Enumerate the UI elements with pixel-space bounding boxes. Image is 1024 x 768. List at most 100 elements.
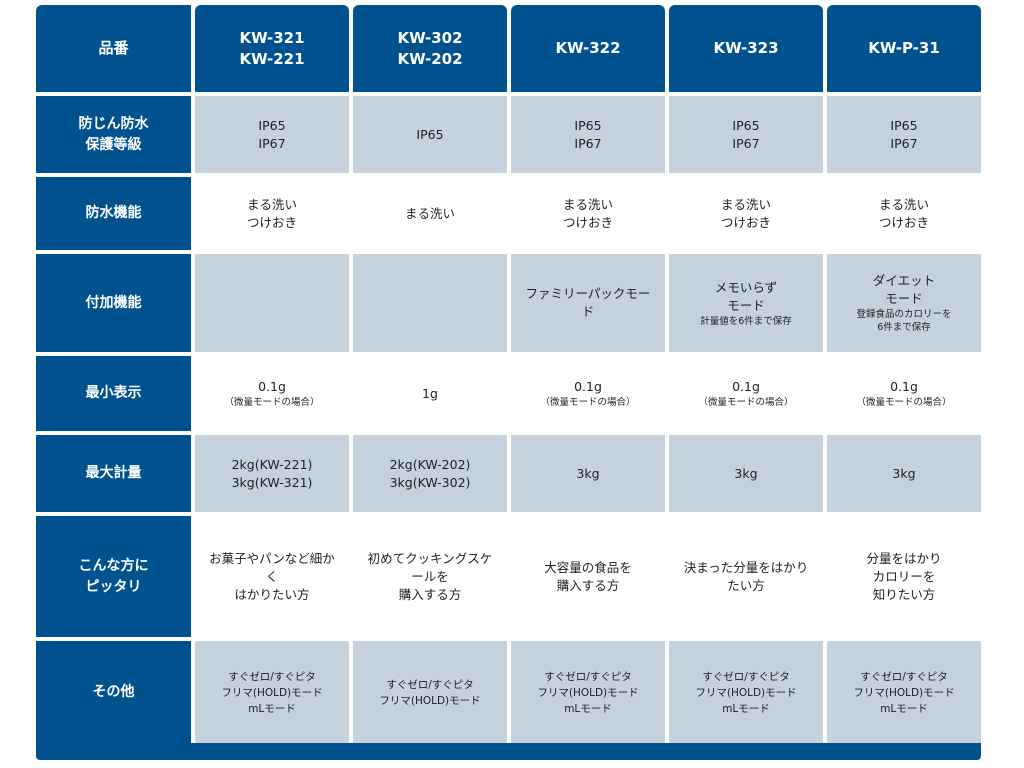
header-model: KW-321 KW-221 [195,5,349,92]
cell-text: mLモード [880,702,928,715]
cell-text: 3kg [892,465,916,481]
cell-text: KW-322 [555,39,621,57]
cell-text: メモいらず [714,279,778,295]
cell-text: 購入する方 [398,586,462,602]
table-cell: お菓子やパンなど細かくはかりたい方 [195,516,349,637]
header-model: KW-323 [669,5,823,92]
cell-text: 3kg(KW-302) [389,474,471,490]
cell-text: 0.1g [890,379,918,394]
cell-text: （微量モードの場合） [224,397,320,408]
table-cell: ダイエット モード 登録食品のカロリーを 6件まで保存 [827,254,981,352]
table-cell: 3kg [511,435,665,512]
table-cell: IP65 IP67 [827,96,981,173]
cell-text: 分量をはかり [866,550,942,566]
table-cell: すぐゼロ/すぐピタ フリマ(HOLD)モード mLモード [669,641,823,744]
table-cell: まる洗い つけおき [511,177,665,250]
cell-text: 2kg(KW-221) [231,456,313,472]
cell-text: 付加機能 [85,294,142,311]
header-model: KW-322 [511,5,665,92]
cell-text: まる洗い [878,196,929,212]
table-cell: まる洗い [353,177,507,250]
table-cell: まる洗い つけおき [827,177,981,250]
cell-text: すぐゼロ/すぐピタ [702,670,790,683]
table-cell: まる洗い つけおき [195,177,349,250]
cell-text: IP65 [416,126,444,142]
cell-text: つけおき [246,214,297,230]
comparison-table: 品番 KW-321 KW-221 KW-302 KW-202 KW-322 KW-323 KW… [36,5,981,744]
cell-text: フリマ(HOLD)モード [537,686,639,699]
header-model: KW-P-31 [827,5,981,92]
cell-text: IP65 [574,117,602,133]
cell-text: 0.1g [732,379,760,394]
table-cell: 0.1g （微量モードの場合） [195,356,349,431]
cell-text: 大容量の食品を [544,559,632,575]
table-cell: 0.1g （微量モードの場合） [669,356,823,431]
row-label: 防じん防水 保護等級 [36,96,191,173]
cell-text: 登録食品のカロリーを [856,309,952,320]
table-cell: 2kg(KW-221) 3kg(KW-321) [195,435,349,512]
table-cell: 2kg(KW-202) 3kg(KW-302) [353,435,507,512]
cell-text: 3kg(KW-321) [231,474,313,490]
table-cell: 3kg [827,435,981,512]
table-cell: すぐゼロ/すぐピタ フリマ(HOLD)モード mLモード [195,641,349,744]
table-cell: IP65 IP67 [511,96,665,173]
table-footer-bar [36,743,981,760]
cell-text: たい方 [727,577,765,593]
cell-text: IP67 [732,135,760,151]
table-cell: 決まった分量をはかり たい方 [669,516,823,637]
cell-text: こんな方に [78,557,149,574]
cell-text: 0.1g [574,379,602,394]
cell-text: 初めてクッキングスケ [367,550,493,566]
cell-text: すぐゼロ/すぐピタ [860,670,948,683]
header-model: KW-302 KW-202 [353,5,507,92]
cell-text: 知りたい方 [872,586,936,602]
row-label: 防水機能 [36,177,191,250]
cell-text: （微量モードの場合） [540,397,636,408]
cell-text: 品番 [98,39,129,57]
table-cell: すぐゼロ/すぐピタ フリマ(HOLD)モード mLモード [511,641,665,744]
cell-text: 3kg [576,465,600,481]
cell-text: まる洗い [404,205,455,221]
cell-text: 6件まで保存 [877,322,931,333]
cell-text: まる洗い [720,196,771,212]
table-cell: すぐゼロ/すぐピタ フリマ(HOLD)モード [353,641,507,744]
cell-text: IP67 [574,135,602,151]
table-cell: 0.1g （微量モードの場合） [511,356,665,431]
cell-text: KW-202 [397,49,463,68]
cell-text: その他 [92,684,135,700]
table-cell: 1g [353,356,507,431]
table-cell: 大容量の食品を 購入する方 [511,516,665,637]
table-cell: 初めてクッキングスケ ールを購入する方 [353,516,507,637]
cell-text: 3kg [734,465,758,481]
cell-text: IP67 [258,135,286,151]
table-cell [353,254,507,352]
cell-text: （微量モードの場合） [698,397,794,408]
table-cell: 分量をはかり カロリーを 知りたい方 [827,516,981,637]
cell-text: KW-302 [397,28,463,47]
cell-text: フリマ(HOLD)モード [695,686,797,699]
cell-text: ピッタリ [85,578,142,595]
cell-text: つけおき [720,214,771,230]
table-cell: まる洗い つけおき [669,177,823,250]
cell-text: IP65 [890,117,918,133]
cell-text: IP67 [890,135,918,151]
table-cell: メモいらず モード 計量値を6件まで保存 [669,254,823,352]
cell-text: mLモード [564,702,612,715]
cell-text: 防水機能 [85,205,142,221]
cell-text: 0.1g [258,379,286,394]
cell-text: 保護等級 [85,136,142,153]
header-label: 品番 [36,5,191,92]
table-cell: IP65 IP67 [669,96,823,173]
table-cell: 0.1g （微量モードの場合） [827,356,981,431]
table-cell: 3kg [669,435,823,512]
cell-text: く [265,568,279,584]
row-label: 最小表示 [36,356,191,431]
cell-text: ールを [411,568,449,584]
row-label: こんな方に ピッタリ [36,516,191,637]
row-label: その他 [36,641,191,744]
cell-text: KW-323 [713,39,779,57]
cell-text: 決まった分量をはかり [683,559,809,575]
cell-text: KW-321 [239,28,305,47]
table-cell: すぐゼロ/すぐピタ フリマ(HOLD)モード mLモード [827,641,981,744]
cell-text: 最大計量 [85,465,142,481]
